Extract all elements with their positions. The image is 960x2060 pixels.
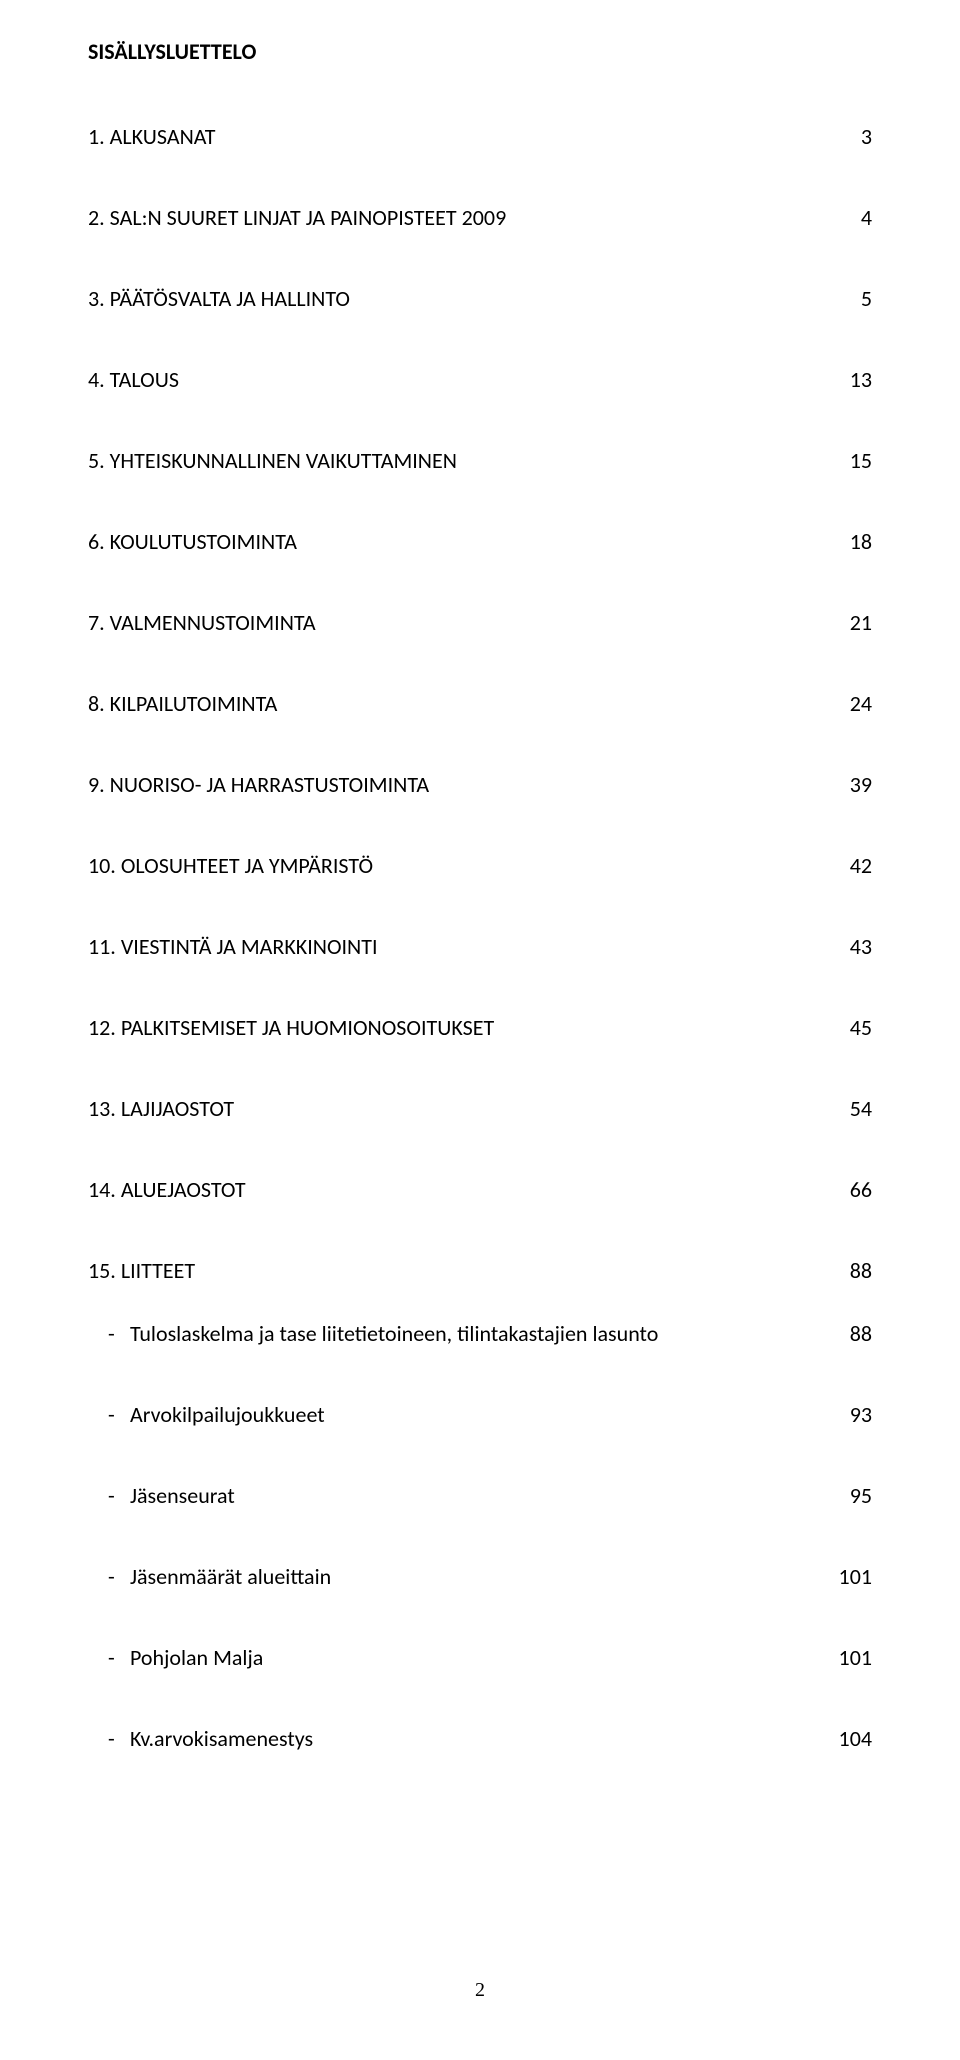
- toc-entry-page: 4: [861, 204, 872, 231]
- toc-sub-entry: Arvokilpailujoukkueet 93: [88, 1401, 872, 1428]
- toc-entry: 5. YHTEISKUNNALLINEN VAIKUTTAMINEN 15: [88, 447, 872, 474]
- toc-entry: 6. KOULUTUSTOIMINTA 18: [88, 528, 872, 555]
- toc-entry-label: 9. NUORISO- JA HARRASTUSTOIMINTA: [88, 771, 429, 798]
- page-number: 2: [475, 1979, 485, 2002]
- toc-entry: 11. VIESTINTÄ JA MARKKINOINTI 43: [88, 933, 872, 960]
- toc-entry: 15. LIITTEET 88: [88, 1257, 872, 1284]
- toc-entry-label: 2. SAL:N SUURET LINJAT JA PAINOPISTEET 2…: [88, 204, 506, 231]
- toc-sub-page: 101: [839, 1563, 872, 1590]
- toc-sub-entry: Pohjolan Malja 101: [88, 1644, 872, 1671]
- toc-entry-page: 21: [850, 609, 872, 636]
- toc-entry-page: 54: [850, 1095, 872, 1122]
- toc-entry-page: 42: [850, 852, 872, 879]
- toc-entry-label: 10. OLOSUHTEET JA YMPÄRISTÖ: [88, 852, 373, 879]
- toc-sub-page: 93: [850, 1401, 872, 1428]
- toc-list: 1. ALKUSANAT 3 2. SAL:N SUURET LINJAT JA…: [88, 123, 872, 1284]
- toc-sub-entry: Jäsenmäärät alueittain 101: [88, 1563, 872, 1590]
- toc-entry: 7. VALMENNUSTOIMINTA 21: [88, 609, 872, 636]
- toc-sub-label: Tuloslaskelma ja tase liitetietoineen, t…: [130, 1320, 850, 1347]
- toc-heading: SISÄLLYSLUETTELO: [88, 38, 872, 65]
- toc-sub-page: 104: [839, 1725, 872, 1752]
- toc-entry: 4. TALOUS 13: [88, 366, 872, 393]
- toc-entry-label: 14. ALUEJAOSTOT: [88, 1176, 246, 1203]
- toc-entry-page: 43: [850, 933, 872, 960]
- toc-entry-page: 66: [850, 1176, 872, 1203]
- toc-entry-page: 39: [850, 771, 872, 798]
- toc-sub-entry: Tuloslaskelma ja tase liitetietoineen, t…: [88, 1320, 872, 1347]
- toc-entry: 8. KILPAILUTOIMINTA 24: [88, 690, 872, 717]
- toc-sub-list: Tuloslaskelma ja tase liitetietoineen, t…: [88, 1320, 872, 1752]
- toc-entry-label: 5. YHTEISKUNNALLINEN VAIKUTTAMINEN: [88, 447, 457, 474]
- toc-entry: 3. PÄÄTÖSVALTA JA HALLINTO 5: [88, 285, 872, 312]
- toc-sub-page: 95: [850, 1482, 872, 1509]
- toc-sub-label: Pohjolan Malja: [130, 1644, 839, 1671]
- toc-entry-page: 13: [850, 366, 872, 393]
- toc-entry-label: 4. TALOUS: [88, 366, 179, 393]
- toc-entry-label: 1. ALKUSANAT: [88, 123, 216, 150]
- toc-entry-label: 8. KILPAILUTOIMINTA: [88, 690, 277, 717]
- toc-entry: 10. OLOSUHTEET JA YMPÄRISTÖ 42: [88, 852, 872, 879]
- toc-entry-label: 3. PÄÄTÖSVALTA JA HALLINTO: [88, 285, 350, 312]
- toc-entry-page: 15: [850, 447, 872, 474]
- toc-sub-page: 101: [839, 1644, 872, 1671]
- toc-entry-page: 24: [850, 690, 872, 717]
- toc-entry-label: 15. LIITTEET: [88, 1257, 195, 1284]
- toc-entry-label: 11. VIESTINTÄ JA MARKKINOINTI: [88, 933, 378, 960]
- toc-sub-label: Kv.arvokisamenestys: [130, 1725, 839, 1752]
- toc-sub-page: 88: [850, 1320, 872, 1347]
- toc-entry-page: 88: [850, 1257, 872, 1284]
- toc-entry-page: 3: [861, 123, 872, 150]
- toc-entry: 2. SAL:N SUURET LINJAT JA PAINOPISTEET 2…: [88, 204, 872, 231]
- toc-entry: 13. LAJIJAOSTOT 54: [88, 1095, 872, 1122]
- toc-entry: 14. ALUEJAOSTOT 66: [88, 1176, 872, 1203]
- toc-entry-page: 5: [861, 285, 872, 312]
- toc-entry-label: 13. LAJIJAOSTOT: [88, 1095, 234, 1122]
- toc-sub-entry: Jäsenseurat 95: [88, 1482, 872, 1509]
- toc-entry: 9. NUORISO- JA HARRASTUSTOIMINTA 39: [88, 771, 872, 798]
- toc-entry-label: 7. VALMENNUSTOIMINTA: [88, 609, 316, 636]
- toc-entry: 1. ALKUSANAT 3: [88, 123, 872, 150]
- toc-sub-label: Jäsenmäärät alueittain: [130, 1563, 839, 1590]
- toc-entry: 12. PALKITSEMISET JA HUOMIONOSOITUKSET 4…: [88, 1014, 872, 1041]
- toc-entry-label: 12. PALKITSEMISET JA HUOMIONOSOITUKSET: [88, 1014, 494, 1041]
- toc-sub-label: Arvokilpailujoukkueet: [130, 1401, 850, 1428]
- toc-entry-page: 18: [850, 528, 872, 555]
- toc-sub-entry: Kv.arvokisamenestys 104: [88, 1725, 872, 1752]
- toc-entry-label: 6. KOULUTUSTOIMINTA: [88, 528, 297, 555]
- toc-entry-page: 45: [850, 1014, 872, 1041]
- toc-sub-label: Jäsenseurat: [130, 1482, 850, 1509]
